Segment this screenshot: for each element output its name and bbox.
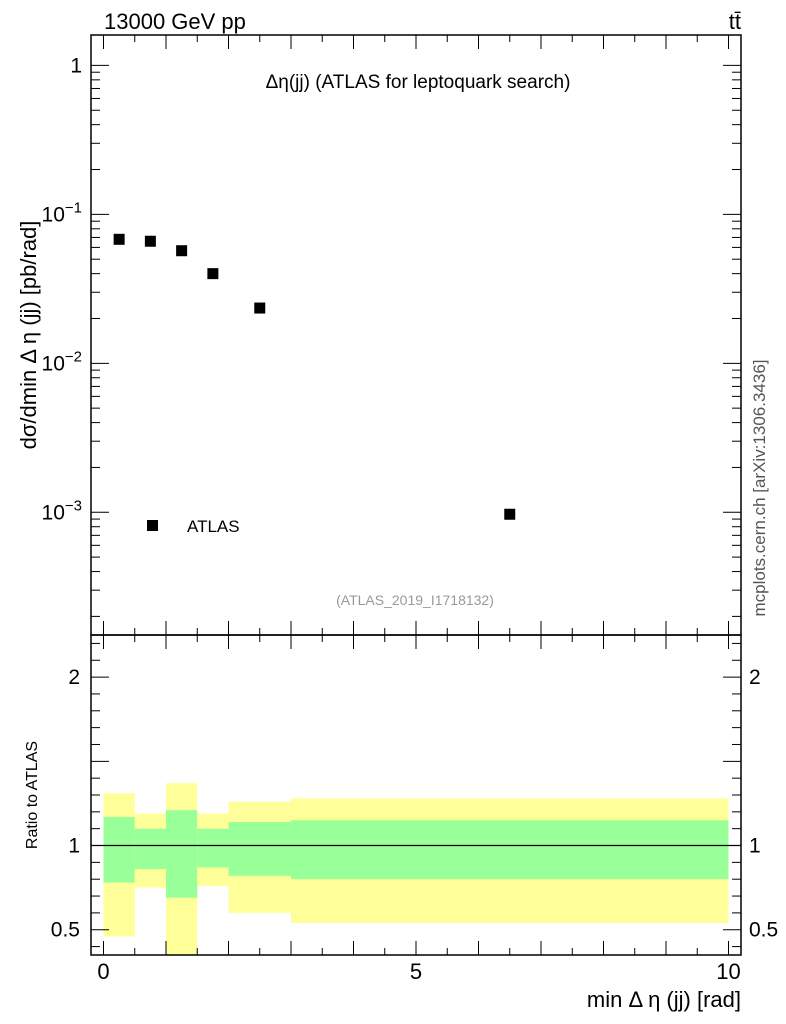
- ratio-y-tick-label-right: 1: [749, 835, 761, 858]
- main-plot-frame: [90, 34, 742, 636]
- data-point: [113, 233, 125, 245]
- ratio-y-tick-label-right: 0.5: [749, 919, 778, 942]
- ratio-inner-band: [103, 816, 135, 883]
- ratio-inner-band: [228, 821, 291, 876]
- ratio-inner-band: [197, 828, 229, 868]
- main-y-tick-labels: 1 10−1 10−2 10−3: [42, 54, 82, 524]
- ratio-plot-panel: 0.5 0.5 1 1 2 2 0 5 10 Ratio to ATLAS min Δ η (…: [24, 634, 778, 1012]
- legend-marker: [147, 520, 158, 531]
- y-tick-label: 10−3: [42, 497, 82, 524]
- x-axis-label: min Δ η (jj) [rad]: [587, 987, 741, 1012]
- legend-label: ATLAS: [187, 517, 240, 536]
- x-tick-label: 10: [716, 959, 740, 984]
- analysis-id-annotation: (ATLAS_2019_I1718132): [336, 592, 494, 608]
- ratio-axis-ticks: [91, 635, 741, 955]
- atlas-data-points: [113, 233, 516, 520]
- main-y-axis-label: dσ/dmin Δ η (jj) [pb/rad]: [16, 221, 41, 450]
- ratio-y-tick-labels: 0.5 0.5 1 1 2 2: [51, 666, 778, 942]
- data-point: [504, 508, 516, 520]
- data-point: [176, 245, 188, 257]
- ratio-y-tick-label-left: 1: [68, 835, 80, 858]
- ratio-inner-band: [166, 810, 198, 898]
- data-point: [254, 302, 266, 314]
- plot-title: Δη(jj) (ATLAS for leptoquark search): [266, 72, 571, 93]
- y-tick-label: 10−2: [42, 348, 82, 375]
- x-tick-label: 0: [97, 959, 109, 984]
- y-tick-label: 1: [70, 54, 82, 77]
- main-plot-panel: 1 10−1 10−2 10−3 Δη(jj) (ATLAS for leptoqua…: [16, 34, 742, 636]
- x-tick-labels: 0 5 10: [97, 959, 740, 984]
- data-point: [207, 268, 219, 280]
- ratio-inner-band: [134, 828, 166, 870]
- energy-label: 13000 GeV pp: [104, 9, 246, 34]
- ratio-y-tick-label-left: 0.5: [51, 919, 80, 942]
- process-label: tt̄: [729, 9, 741, 34]
- y-tick-label: 10−1: [42, 199, 82, 226]
- ratio-uncertainty-bands: [103, 783, 729, 955]
- ratio-y-tick-label-left: 2: [68, 666, 80, 689]
- ratio-y-axis-label: Ratio to ATLAS: [24, 741, 41, 849]
- ratio-inner-band: [291, 820, 729, 880]
- main-axis-ticks: [91, 35, 741, 635]
- x-tick-label: 5: [410, 959, 422, 984]
- data-point: [144, 235, 156, 247]
- source-side-label: mcplots.cern.ch [arXiv:1306.3436]: [750, 359, 769, 616]
- ratio-y-tick-label-right: 2: [749, 666, 761, 689]
